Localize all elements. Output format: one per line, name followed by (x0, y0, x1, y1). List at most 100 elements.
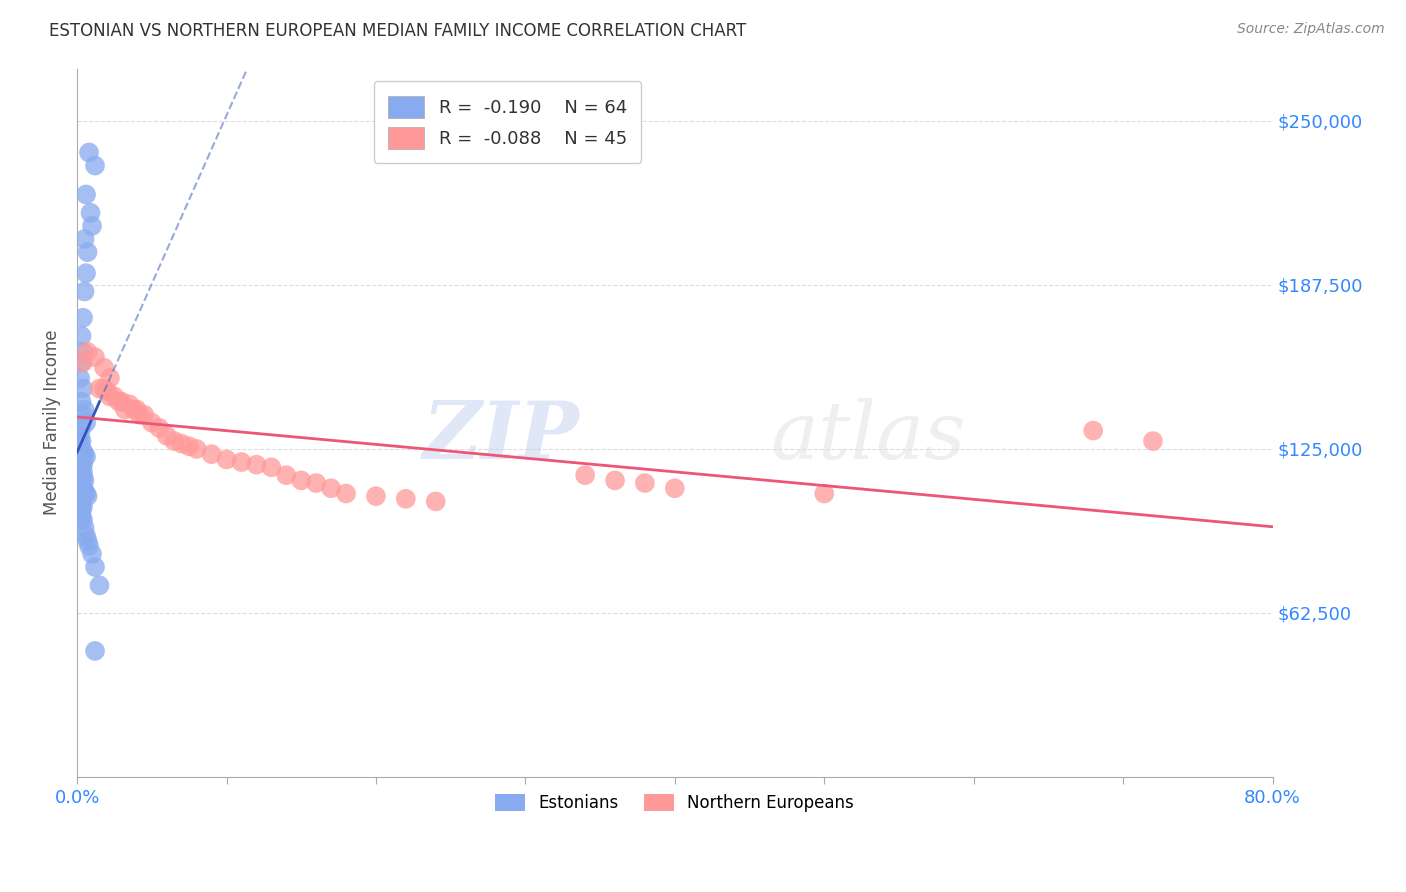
Point (163, 434, 186, 448)
Point (321, 481, 343, 495)
Y-axis label: Median Family Income: Median Family Income (44, 330, 60, 516)
Point (111, 394, 134, 409)
Point (364, 489, 387, 503)
Point (73, 483, 96, 498)
Point (80, 547, 103, 561)
Point (72, 458, 94, 472)
Point (98, 371, 121, 385)
Point (73, 232, 96, 246)
Text: atlas: atlas (770, 398, 966, 475)
Point (70, 463, 93, 477)
Point (179, 439, 201, 453)
Point (103, 389, 125, 403)
Point (69, 460, 91, 475)
Point (170, 436, 193, 450)
Point (245, 458, 267, 472)
Point (114, 402, 136, 417)
Point (186, 442, 208, 456)
Point (79, 206, 101, 220)
Point (76, 344, 98, 359)
Point (70, 468, 93, 483)
Point (335, 486, 357, 500)
Point (72, 513, 94, 527)
Point (98, 389, 121, 403)
Point (70, 434, 93, 448)
Point (69, 494, 91, 508)
Point (70, 497, 93, 511)
Point (69, 436, 91, 450)
Point (75, 486, 97, 500)
Legend: Estonians, Northern Europeans: Estonians, Northern Europeans (482, 780, 868, 825)
Point (108, 394, 131, 409)
Point (664, 481, 686, 495)
Point (75, 528, 97, 542)
Text: ZIP: ZIP (422, 398, 579, 475)
Point (72, 355, 94, 369)
Point (200, 447, 222, 461)
Point (69, 439, 91, 453)
Point (128, 408, 150, 422)
Point (84, 560, 107, 574)
Point (73, 285, 96, 299)
Point (141, 416, 163, 430)
Point (215, 452, 238, 467)
Point (89, 382, 111, 396)
Point (70, 455, 93, 469)
Point (93, 360, 115, 375)
Point (76, 533, 98, 548)
Point (603, 474, 626, 488)
Point (77, 539, 100, 553)
Point (574, 468, 596, 483)
Point (425, 494, 447, 508)
Point (69, 429, 91, 443)
Point (70, 329, 93, 343)
Point (75, 266, 97, 280)
Point (1142, 434, 1164, 448)
Point (231, 455, 253, 469)
Point (70, 355, 93, 369)
Point (305, 476, 328, 491)
Point (77, 145, 100, 160)
Point (122, 402, 145, 417)
Point (69, 455, 91, 469)
Point (72, 408, 94, 422)
Point (72, 444, 94, 458)
Point (148, 421, 170, 435)
Text: ESTONIAN VS NORTHERN EUROPEAN MEDIAN FAMILY INCOME CORRELATION CHART: ESTONIAN VS NORTHERN EUROPEAN MEDIAN FAM… (49, 22, 747, 40)
Point (118, 397, 141, 411)
Point (73, 474, 96, 488)
Point (634, 476, 657, 491)
Point (84, 644, 107, 658)
Point (84, 159, 107, 173)
Point (70, 394, 93, 409)
Point (75, 416, 97, 430)
Point (96, 384, 118, 399)
Point (72, 466, 94, 480)
Point (72, 344, 94, 359)
Point (72, 452, 94, 467)
Point (69, 508, 91, 522)
Point (276, 468, 298, 483)
Point (72, 481, 94, 495)
Point (395, 491, 418, 506)
Point (1083, 424, 1105, 438)
Point (76, 489, 98, 503)
Point (69, 478, 91, 492)
Point (72, 471, 94, 485)
Point (70, 442, 93, 456)
Point (70, 421, 93, 435)
Text: Source: ZipAtlas.com: Source: ZipAtlas.com (1237, 22, 1385, 37)
Point (260, 460, 283, 475)
Point (70, 476, 93, 491)
Point (76, 245, 98, 260)
Point (70, 505, 93, 519)
Point (73, 447, 96, 461)
Point (72, 500, 94, 514)
Point (813, 486, 835, 500)
Point (70, 460, 93, 475)
Point (75, 187, 97, 202)
Point (73, 402, 96, 417)
Point (125, 402, 148, 417)
Point (290, 474, 312, 488)
Point (156, 429, 179, 443)
